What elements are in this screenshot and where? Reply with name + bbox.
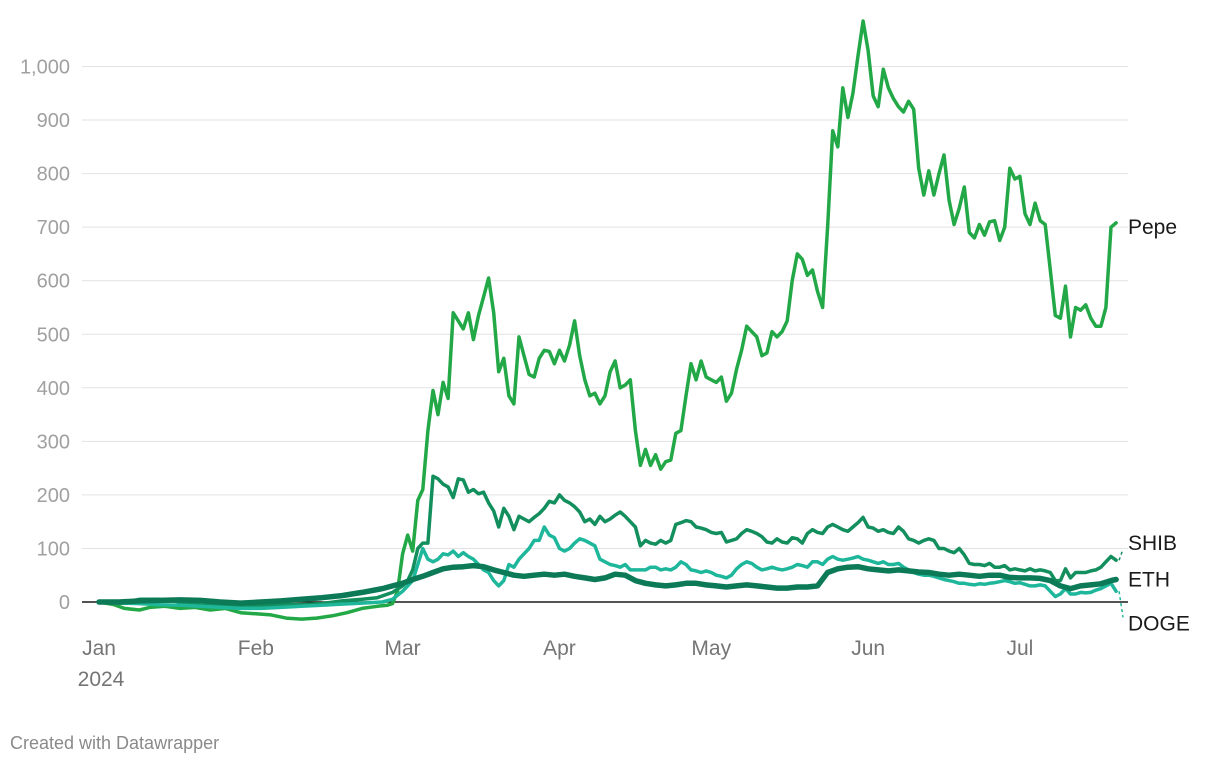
y-tick-label: 200 [37,485,70,507]
x-tick-label: Jun [851,637,885,660]
series-label-eth: ETH [1128,569,1170,592]
x-tick-label: Feb [238,637,274,660]
y-gridlines [82,66,1128,549]
x-tick-label: Apr [543,637,576,660]
x-tick-label: Jan [82,637,116,660]
y-tick-label: 900 [37,110,70,132]
series-label-shib: SHIB [1128,532,1177,555]
series-line-eth [96,562,1119,606]
series-line-shib [97,474,1118,609]
y-axis-tick-labels: 0 100 200 300 400 500 600 700 800 900 1,000 [20,57,70,615]
series-label-doge: DOGE [1128,612,1190,635]
y-tick-label: 300 [37,431,70,453]
series-label-pepe: Pepe [1128,216,1177,239]
series-line-pepe [97,19,1118,621]
y-tick-label: 1,000 [20,57,70,79]
series-lines [96,19,1119,621]
series-line-doge [97,525,1118,611]
y-tick-label: 400 [37,378,70,400]
x-tick-label: May [691,637,731,660]
y-tick-label: 600 [37,271,70,293]
y-tick-label: 0 [59,592,70,614]
y-tick-label: 100 [37,538,70,560]
series-end-labels: Pepe SHIB DOGE ETH [1118,216,1190,635]
leader-line-doge [1118,591,1124,618]
y-tick-label: 800 [37,164,70,186]
y-tick-label: 500 [37,324,70,346]
x-axis-tick-labels: Jan 2024 Feb Mar Apr May Jun Jul [78,637,1034,691]
y-tick-label: 700 [37,217,70,239]
x-tick-label: Mar [385,637,421,660]
x-tick-label: Jul [1006,637,1033,660]
credit-text[interactable]: Created with Datawrapper [10,733,220,753]
x-tick-year-label: 2024 [78,668,125,691]
leader-line-shib [1118,548,1124,561]
